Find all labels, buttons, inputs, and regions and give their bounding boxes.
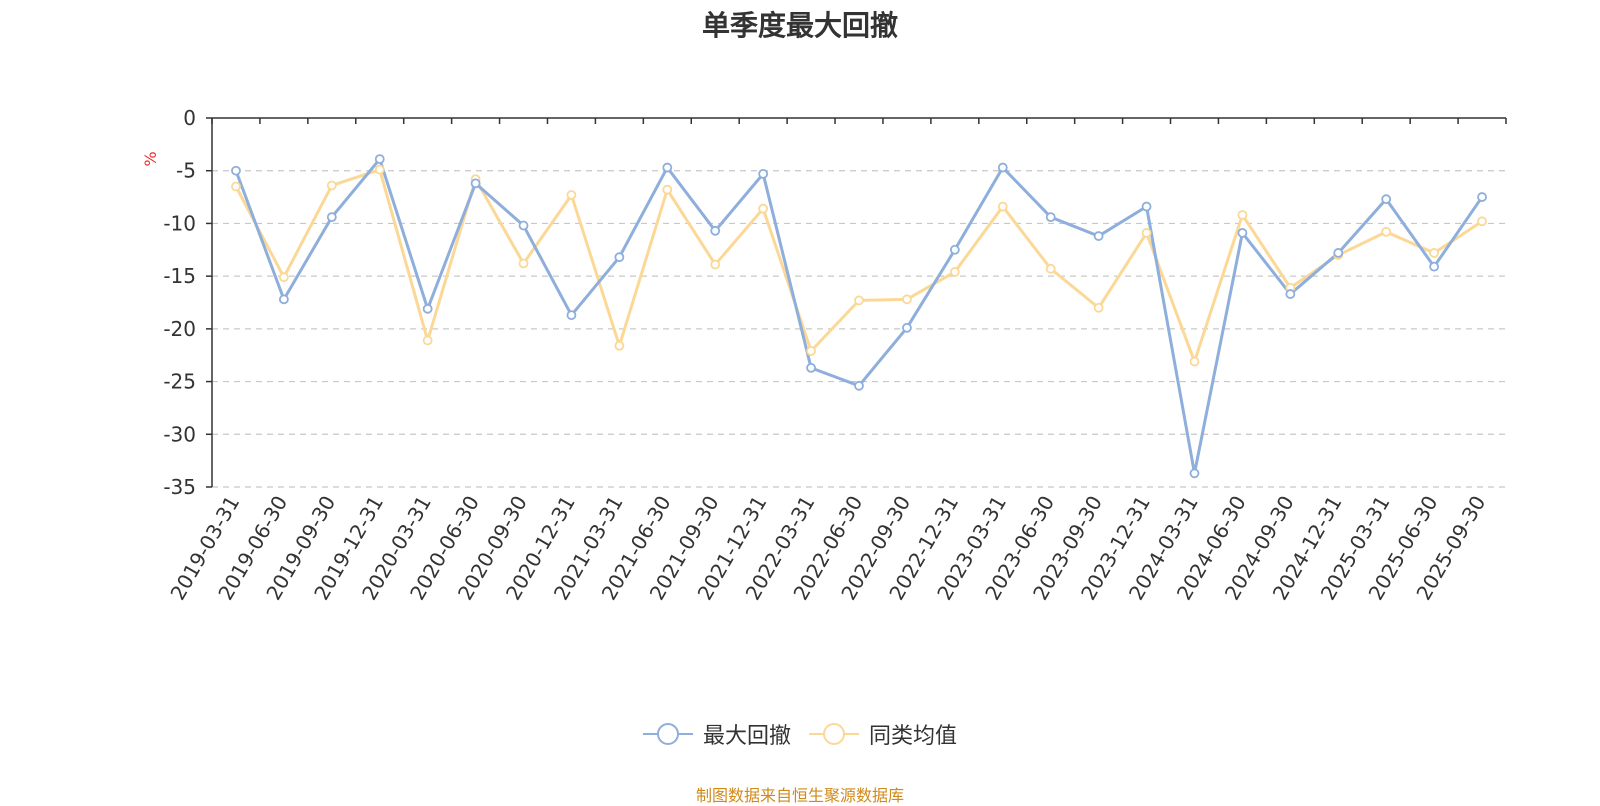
series-max-drawdown-point (997, 162, 1008, 173)
series-peer-average-point (710, 259, 721, 270)
legend-item-peer-average[interactable]: 同类均值 (809, 718, 957, 750)
series-max-drawdown-point (231, 165, 241, 176)
series-max-drawdown-point (518, 220, 529, 231)
series-peer-average-point (854, 295, 864, 306)
legend-swatch-peer-average (809, 723, 859, 745)
y-axis-unit-label: % (141, 151, 160, 166)
series-max-drawdown-point (854, 380, 864, 391)
line-chart: 0-5-10-15-20-25-30-35%2019-03-312019-06-… (141, 106, 1507, 604)
series-peer-average-point (518, 258, 529, 269)
y-tick-label: -35 (163, 475, 196, 499)
series-max-drawdown-point (1045, 212, 1056, 223)
series-max-drawdown-point (710, 225, 721, 236)
y-tick-label: -20 (163, 317, 196, 341)
y-tick-label: -30 (163, 422, 196, 446)
series-max-drawdown-point (1429, 261, 1440, 272)
series-max-drawdown-point (1237, 228, 1248, 238)
chart-title: 单季度最大回撤 (701, 9, 898, 42)
series-peer-average-point (902, 294, 912, 305)
series-peer-average-point (1093, 302, 1104, 313)
series-peer-average-point (1381, 226, 1392, 237)
series-max-drawdown-line (234, 157, 1484, 475)
series-peer-average-point (566, 190, 577, 200)
series-max-drawdown-point (1141, 201, 1152, 212)
series-max-drawdown-point (902, 322, 912, 333)
series-max-drawdown-point (806, 362, 816, 373)
series-peer-average-point (614, 340, 625, 351)
series-max-drawdown-point (278, 294, 289, 305)
series-max-drawdown-point (470, 178, 481, 189)
series-max-drawdown-point (566, 310, 577, 321)
series-max-drawdown-point (422, 303, 433, 314)
series-peer-average-line (234, 168, 1483, 364)
series-max-drawdown-point (1285, 289, 1296, 299)
series-peer-average-point (949, 267, 960, 277)
series-peer-average-point (1045, 263, 1056, 274)
series-peer-average-point (1477, 216, 1487, 227)
y-tick-label: -5 (176, 159, 196, 183)
legend-item-max-drawdown[interactable]: 最大回撤 (642, 718, 791, 750)
series-peer-average-point (1141, 228, 1152, 238)
series-peer-average-point (1237, 210, 1248, 220)
y-tick-label: -15 (163, 264, 196, 288)
series-max-drawdown-point (1477, 192, 1487, 202)
series-max-drawdown-point (758, 168, 769, 179)
series-peer-average-point (1429, 248, 1440, 258)
y-tick-label: -25 (163, 370, 196, 394)
series-max-drawdown-point (1189, 468, 1200, 479)
series-max-drawdown-point (326, 212, 337, 223)
y-tick-label: 0 (183, 106, 196, 130)
legend: 最大回撤 同类均值 (0, 718, 1600, 750)
series-peer-average-point (326, 180, 337, 191)
series-peer-average-point (997, 201, 1008, 212)
series-max-drawdown-point (949, 244, 960, 255)
legend-swatch-max-drawdown (642, 723, 693, 745)
series-peer-average-point (662, 184, 673, 195)
series-max-drawdown-point (1381, 194, 1392, 205)
series-max-drawdown-point (614, 252, 625, 263)
source-note: 制图数据来自恒生聚源数据库 (695, 786, 904, 805)
series-peer-average-point (758, 203, 769, 214)
series-peer-average-point (374, 164, 385, 175)
y-tick-label: -10 (163, 211, 196, 235)
series-peer-average-point (422, 335, 433, 346)
legend-label-max-drawdown: 最大回撤 (702, 724, 791, 749)
series-max-drawdown-point (1333, 248, 1344, 258)
series-peer-average-point (278, 272, 289, 283)
series-max-drawdown-point (662, 162, 673, 173)
series-peer-average-point (1189, 356, 1200, 367)
series-max-drawdown-point (1093, 231, 1104, 241)
series-peer-average-point (231, 181, 241, 192)
series-max-drawdown-point (374, 154, 385, 165)
legend-label-peer-average: 同类均值 (869, 724, 958, 749)
series-peer-average-point (806, 346, 816, 356)
